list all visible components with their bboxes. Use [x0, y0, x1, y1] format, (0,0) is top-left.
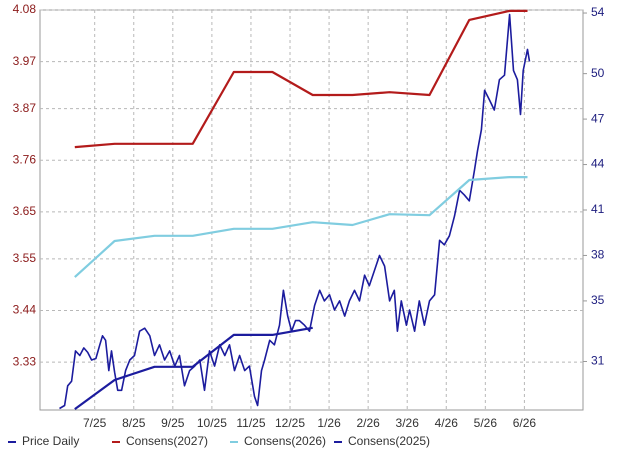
y2-tick-label: 50 [591, 66, 605, 80]
x-tick-label: 12/25 [275, 416, 305, 430]
y-tick-label: 3.97 [13, 54, 37, 68]
x-tick-label: 10/25 [197, 416, 227, 430]
legend-label: Consens(2025) [348, 434, 430, 448]
y-tick-label: 3.33 [13, 354, 37, 368]
x-tick-label: 7/25 [83, 416, 107, 430]
y2-tick-label: 35 [591, 293, 605, 307]
y-tick-label: 3.65 [13, 204, 37, 218]
x-tick-label: 8/25 [122, 416, 146, 430]
y2-tick-label: 41 [591, 202, 605, 216]
x-tick-label: 9/25 [161, 416, 185, 430]
y-tick-label: 3.44 [13, 303, 37, 317]
plot-area [39, 9, 584, 411]
y2-tick-label: 54 [591, 5, 605, 19]
y-tick-label: 3.87 [13, 101, 37, 115]
x-tick-label: 11/25 [236, 416, 265, 430]
y2-tick-label: 38 [591, 248, 605, 262]
series-line [74, 176, 528, 278]
x-tick-label: 1/26 [317, 416, 341, 430]
legend-label: Price Daily [22, 434, 79, 448]
y-tick-label: 3.55 [13, 251, 37, 265]
y2-tick-label: 47 [591, 111, 605, 125]
series-line [74, 9, 528, 149]
legend-label: Consens(2026) [244, 434, 326, 448]
y2-tick-label: 31 [591, 354, 605, 368]
x-tick-label: 3/26 [396, 416, 420, 430]
y-tick-label: 3.76 [13, 152, 37, 166]
y2-tick-label: 44 [591, 157, 605, 171]
x-tick-label: 6/26 [513, 416, 537, 430]
x-tick-label: 4/26 [435, 416, 459, 430]
x-tick-label: 2/26 [356, 416, 380, 430]
series-line [74, 326, 313, 410]
y-tick-label: 4.08 [13, 2, 37, 16]
x-tick-label: 5/26 [474, 416, 498, 430]
series-line [59, 13, 531, 410]
legend-label: Consens(2027) [126, 434, 208, 448]
